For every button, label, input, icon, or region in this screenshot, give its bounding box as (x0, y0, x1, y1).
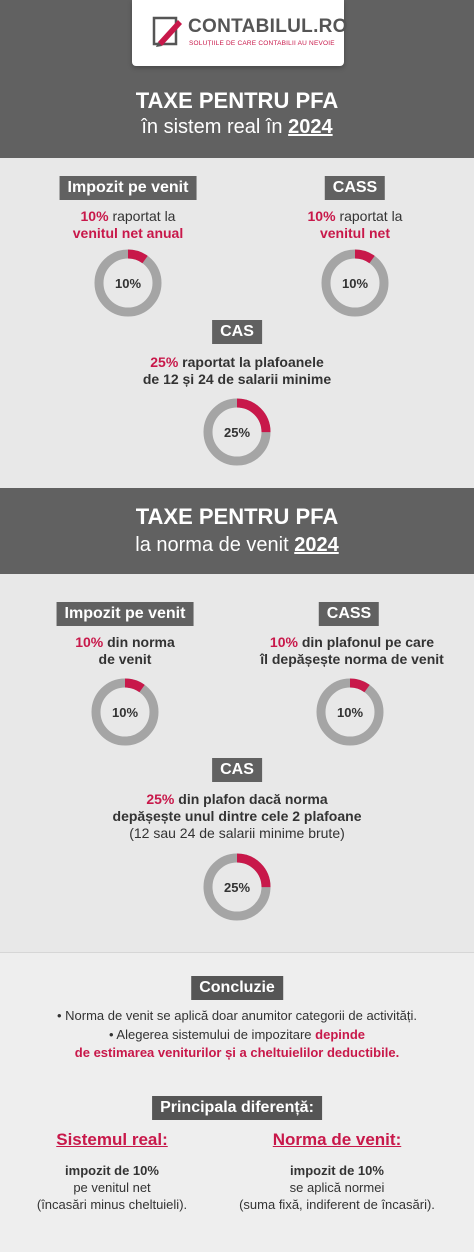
donut-arc (91, 678, 159, 746)
cass-norma-donut: 10% (316, 678, 384, 746)
cass-real-description: 10% raportat la venitul net (308, 208, 403, 242)
cass-real-donut-label: 10% (342, 276, 368, 291)
impozit-norma-line1: din norma (107, 634, 175, 650)
conclusion-bullet-2-cont: de estimarea veniturilor și a cheltuieli… (0, 1045, 474, 1060)
cass-norma-line2: îl depășește norma de venit (260, 651, 444, 667)
section-norma-title: TAXE PENTRU PFA (135, 504, 339, 529)
section-norma-subtitle: la norma de venit 2024 (0, 534, 474, 557)
impozit-norma-line2: de venit (98, 651, 152, 667)
donut-arc (321, 249, 389, 317)
impozit-norma-description: 10% din norma de venit (75, 634, 175, 668)
real-system-text: impozit de 10% pe venitul net (încasări … (37, 1162, 187, 1213)
cas-norma-description: 25% din plafon dacă norma depășește unul… (113, 791, 362, 842)
logo-name: CONTABILUL.RO (188, 16, 348, 37)
section-real-subtitle-prefix: în sistem real în (141, 116, 283, 138)
impozit-real-description: 10% raportat la venitul net anual (73, 208, 183, 242)
conclusion-bullet-2-highlight2: de estimarea veniturilor și a cheltuieli… (74, 1045, 400, 1060)
norma-line1: impozit de 10% (290, 1163, 384, 1178)
impozit-real-pct: 10% (80, 208, 109, 224)
donut-arc (203, 853, 271, 921)
section-norma-subtitle-prefix: la norma de venit (135, 534, 289, 556)
difference-tag: Principala diferență: (152, 1096, 322, 1120)
impozit-norma-pct: 10% (75, 634, 104, 650)
cass-real-donut: 10% (321, 249, 389, 317)
conclusion-bullet-2: • Alegerea sistemului de impozitare depi… (0, 1027, 474, 1042)
impozit-real-line2: venitul net anual (72, 225, 184, 241)
cas-norma-donut: 25% (203, 853, 271, 921)
cass-norma-description: 10% din plafonul pe care îl depășește no… (260, 634, 444, 668)
logo-card[interactable]: CONTABILUL.RO SOLUȚIILE DE CARE CONTABIL… (132, 0, 347, 66)
impozit-norma-donut-label: 10% (112, 705, 138, 720)
cas-real-tag: CAS (212, 320, 262, 344)
cas-real-donut-label: 25% (224, 425, 250, 440)
cas-norma-pct: 25% (146, 791, 175, 807)
norma-header-band (0, 488, 474, 574)
impozit-norma-donut: 10% (91, 678, 159, 746)
cass-real-tag: CASS (324, 176, 386, 200)
real-system-heading: Sistemul real: (56, 1130, 168, 1149)
impozit-real-line1: raportat la (112, 208, 176, 224)
cas-norma-line1: din plafon dacă norma (178, 791, 328, 807)
cas-norma-line2: depășește unul dintre cele 2 plafoane (112, 808, 362, 824)
section-real-subtitle: în sistem real în 2024 (0, 116, 474, 139)
cass-norma-donut-label: 10% (337, 705, 363, 720)
donut-arc (203, 398, 271, 466)
cass-real-pct: 10% (307, 208, 336, 224)
cas-real-description: 25% raportat la plafoanele de 12 și 24 d… (143, 354, 331, 388)
norma-heading: Norma de venit: (272, 1130, 402, 1149)
conclusion-bullet-2-highlight1: depinde (315, 1027, 365, 1042)
cass-norma-line1: din plafonul pe care (301, 634, 435, 650)
section-real-year: 2024 (288, 116, 333, 138)
cass-norma-pct: 10% (269, 634, 298, 650)
impozit-real-tag: Impozit pe venit (59, 176, 197, 200)
norma-line2: se aplică normei (289, 1180, 385, 1195)
pen-on-paper-icon (152, 16, 182, 47)
impozit-real-donut-label: 10% (115, 276, 141, 291)
donut-arc (316, 678, 384, 746)
conclusion-tag: Concluzie (191, 976, 283, 1000)
cas-real-donut: 25% (203, 398, 271, 466)
cass-real-line1: raportat la (339, 208, 403, 224)
real-system-line3: (încasări minus cheltuieli). (36, 1197, 188, 1212)
cas-norma-line3: (12 sau 24 de salarii minime brute) (129, 825, 345, 841)
conclusion-bullet-1: • Norma de venit se aplică doar anumitor… (56, 1008, 418, 1023)
norma-line3: (suma fixă, indiferent de încasări). (239, 1197, 435, 1212)
cas-norma-tag: CAS (212, 758, 262, 782)
norma-text: impozit de 10% se aplică normei (suma fi… (239, 1162, 435, 1213)
cas-real-pct: 25% (150, 354, 179, 370)
real-system-line2: pe venitul net (73, 1180, 151, 1195)
conclusion-bullet-2-prefix: • Alegerea sistemului de impozitare (108, 1027, 312, 1042)
cass-real-line2: venitul net (319, 225, 390, 241)
cass-norma-tag: CASS (318, 602, 380, 626)
donut-arc (94, 249, 162, 317)
cas-norma-donut-label: 25% (224, 880, 250, 895)
real-system-line1: impozit de 10% (65, 1163, 159, 1178)
section-norma-year: 2024 (294, 534, 339, 556)
cas-real-line2: de 12 și 24 de salarii minime (142, 371, 332, 387)
section-real-title: TAXE PENTRU PFA (135, 88, 339, 113)
logo-tagline: SOLUȚIILE DE CARE CONTABILII AU NEVOIE (189, 40, 335, 47)
impozit-real-donut: 10% (94, 249, 162, 317)
cas-real-line1: raportat la plafoanele (182, 354, 324, 370)
impozit-norma-tag: Impozit pe venit (56, 602, 194, 626)
